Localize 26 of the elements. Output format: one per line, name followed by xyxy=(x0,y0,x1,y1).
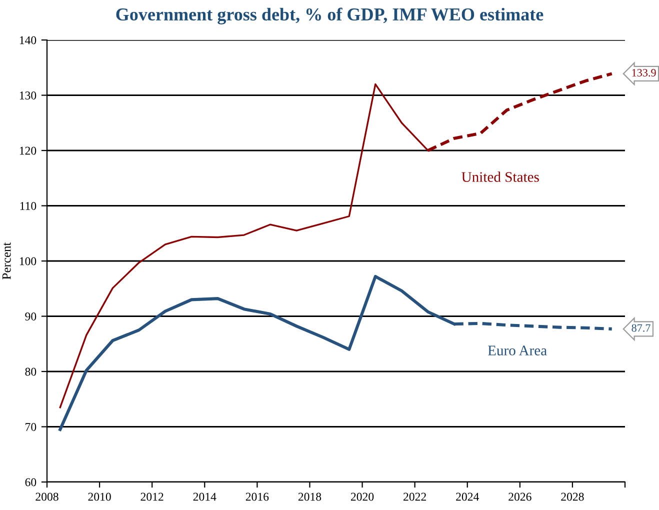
x-tick-label: 2010 xyxy=(88,492,111,501)
x-tick-label: 2016 xyxy=(246,492,269,501)
data-label: 87.7 xyxy=(632,324,650,332)
y-tick-label: 80 xyxy=(25,368,36,376)
x-tick-label: 2014 xyxy=(193,492,216,501)
y-tick-label: 120 xyxy=(20,146,36,155)
data-label: 133.9 xyxy=(632,69,656,77)
y-tick-label: 60 xyxy=(25,478,36,486)
text: United States xyxy=(462,172,539,182)
x-tick-label: 2018 xyxy=(298,492,322,501)
x-tick-label: 2022 xyxy=(404,492,426,501)
y-axis-title: Percent xyxy=(2,242,11,280)
x-tick-label: 2020 xyxy=(350,492,374,501)
y-tick-label: 110 xyxy=(20,202,36,210)
chart-title: Government gross debt, % of GDP, IMF WEO estimate xyxy=(116,8,544,24)
y-tick-label: 130 xyxy=(20,91,36,100)
x-tick-label: 2012 xyxy=(140,492,164,501)
text: Euro Area xyxy=(488,346,547,356)
y-tick-label: 100 xyxy=(20,257,36,266)
x-tick-label: 2028 xyxy=(561,492,584,501)
y-tick-label: 70 xyxy=(26,422,36,431)
y-tick-label: 140 xyxy=(20,36,36,44)
x-tick-label: 2008 xyxy=(36,492,58,501)
y-tick-label: 90 xyxy=(25,312,36,320)
x-tick-label: 2026 xyxy=(508,492,532,501)
x-tick-label: 2024 xyxy=(456,492,479,501)
